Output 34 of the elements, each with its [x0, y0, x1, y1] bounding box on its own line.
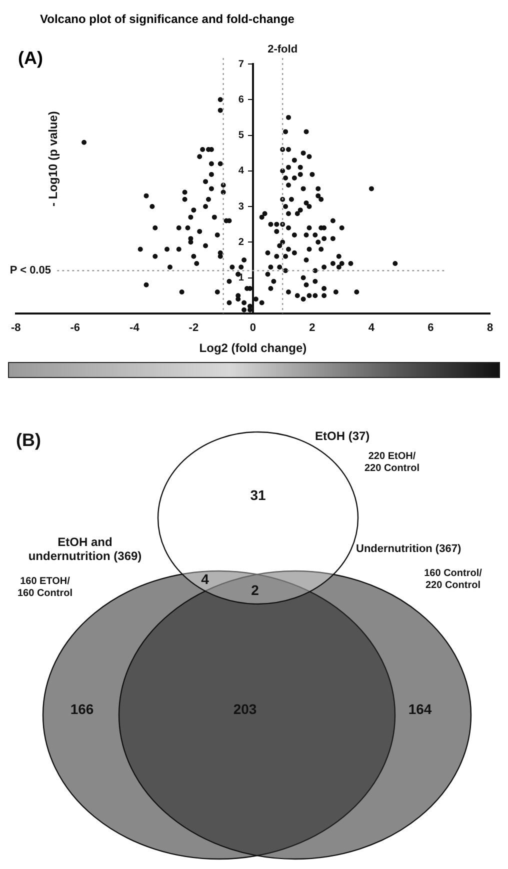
x-tick-label: 4 — [368, 322, 376, 334]
data-label: 203 — [233, 701, 257, 717]
data-label: 164 — [408, 701, 432, 717]
text: 220 EtOH/ 220 Control — [364, 451, 420, 474]
y-axis-title: - Log10 (p value) — [46, 111, 60, 206]
data-label: 166 — [70, 701, 94, 717]
x-tick-label: 2 — [309, 322, 316, 334]
y-tick-label: 3 — [238, 201, 244, 212]
ref-line-label: 2-fold — [268, 44, 298, 56]
x-tick-label: -4 — [130, 322, 140, 334]
ref-line-label: P < 0.05 — [10, 264, 51, 277]
x-tick-label: 6 — [428, 322, 434, 334]
y-tick-label: 7 — [238, 58, 244, 70]
text: 160 Control/ 220 Control — [424, 568, 482, 591]
x-axis-title: Log2 (fold change) — [199, 341, 307, 356]
x-tick-label: -8 — [11, 322, 21, 334]
data-label: 4 — [201, 571, 209, 587]
data-label: 31 — [250, 487, 266, 503]
text: EtOH and undernutrition (369) — [28, 535, 142, 564]
text: (B) — [16, 430, 41, 451]
data-label: 2 — [251, 582, 259, 598]
x-tick-label: 8 — [486, 322, 494, 334]
text: Undernutrition (367) — [356, 543, 462, 556]
y-tick-label: 6 — [238, 94, 244, 106]
text: EtOH (37) — [315, 429, 370, 444]
annotation: (A) — [18, 48, 43, 69]
x-tick-label: 0 — [250, 322, 256, 334]
chart-title: Volcano plot of significance and fold-change — [39, 11, 296, 28]
text: 160 ETOH/ 160 Control — [17, 576, 73, 599]
y-tick-label: 5 — [238, 130, 244, 142]
x-tick-label: -2 — [188, 322, 199, 334]
y-tick-label: 2 — [238, 236, 244, 248]
y-tick-label: 4 — [238, 166, 244, 177]
x-tick-label: -6 — [70, 322, 80, 334]
